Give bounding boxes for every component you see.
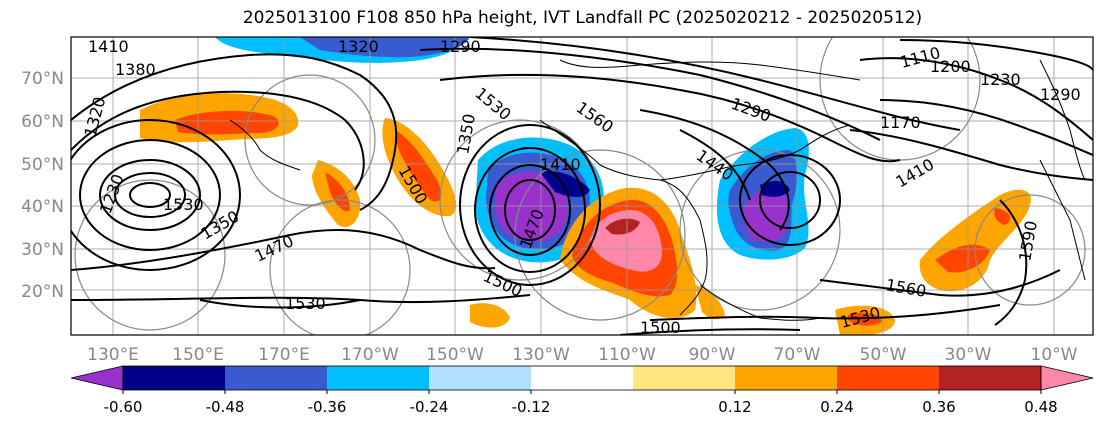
contour-label: 1290: [1040, 85, 1081, 104]
contour-label: 1500: [640, 318, 681, 337]
longitude-labels: 130°E 150°E 170°E 170°W 150°W 130°W 110°…: [87, 345, 1078, 365]
colorbar-tick-label: -0.12: [512, 398, 551, 416]
contour-label: 1170: [880, 113, 921, 132]
colorbar-segment: [939, 366, 1041, 390]
map-frame: [70, 36, 1094, 336]
contour-label: 1530: [163, 195, 204, 214]
lat-label: 60°N: [21, 112, 64, 132]
lat-label: 20°N: [21, 282, 64, 302]
figure-title: 2025013100 F108 850 hPa height, IVT Land…: [242, 8, 923, 28]
lon-label: 130°E: [87, 345, 139, 365]
colorbar-extend-high: [1040, 365, 1094, 391]
colorbar-segment: [531, 366, 633, 390]
colorbar-tick-label: 0.48: [1024, 398, 1057, 416]
colorbar-segment: [327, 366, 429, 390]
height-contours: [71, 37, 1093, 335]
lon-label: 150°W: [426, 345, 484, 365]
map-area: 1410 1380 1320 1320 1290 1530 1470 1410 …: [71, 37, 1093, 337]
lon-label: 170°W: [341, 345, 399, 365]
colorbar-tick-label: -0.36: [308, 398, 347, 416]
lon-label: 170°E: [258, 345, 310, 365]
colorbar-tick-label: -0.48: [206, 398, 245, 416]
contour-label: 1200: [930, 57, 971, 76]
colorbar: -0.60 -0.48 -0.36 -0.24 -0.12 0.12 0.24 0.36 0.4…: [70, 365, 1094, 416]
lon-label: 70°W: [774, 345, 821, 365]
lon-label: 110°W: [598, 345, 656, 365]
lon-label: 50°W: [860, 345, 907, 365]
contour-label: 1410: [540, 155, 581, 174]
contour-label: 1380: [115, 60, 156, 79]
colorbar-segment: [735, 366, 837, 390]
colorbar-segment: [123, 366, 225, 390]
lon-label: 30°W: [945, 345, 992, 365]
lat-label: 30°N: [21, 240, 64, 260]
colorbar-segment: [633, 366, 735, 390]
colorbar-extend-low: [70, 365, 124, 391]
contour-label: 1290: [440, 37, 481, 56]
colorbar-frame: [122, 365, 1042, 391]
colorbar-tick-label: 0.12: [718, 398, 751, 416]
colorbar-tick-label: 0.36: [922, 398, 955, 416]
colorbar-segment: [429, 366, 531, 390]
lon-label: 150°E: [172, 345, 224, 365]
colorbar-segment: [225, 366, 327, 390]
contour-label: 1530: [285, 294, 326, 313]
colorbar-tick-label: 0.24: [820, 398, 853, 416]
lon-label: 130°W: [512, 345, 570, 365]
colorbar-tick-label: -0.60: [104, 398, 143, 416]
lat-label: 40°N: [21, 197, 64, 217]
lon-label: 10°W: [1031, 345, 1078, 365]
lon-label: 90°W: [689, 345, 736, 365]
colorbar-segment: [837, 366, 939, 390]
colorbar-tick-label: -0.24: [410, 398, 449, 416]
lat-label: 70°N: [21, 69, 64, 89]
contour-label: 1410: [88, 37, 129, 56]
lat-label: 50°N: [21, 155, 64, 175]
latitude-labels: 70°N 60°N 50°N 40°N 30°N 20°N: [21, 69, 64, 302]
contour-label: 1320: [338, 37, 379, 56]
contour-label: 1230: [980, 70, 1021, 89]
